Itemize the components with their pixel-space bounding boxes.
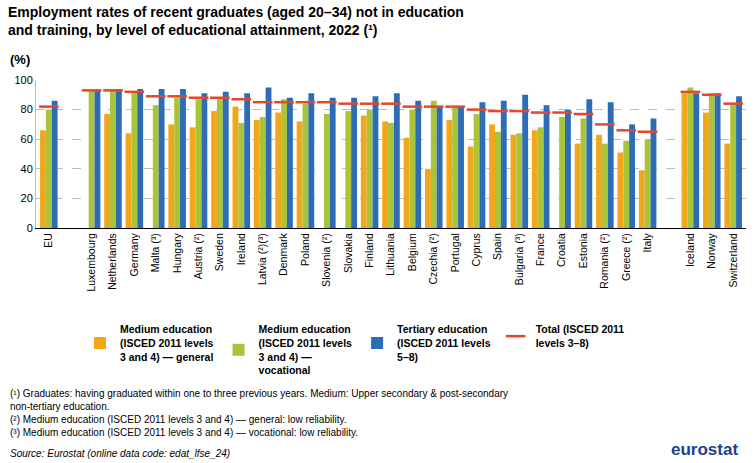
svg-text:Bulgaria (³): Bulgaria (³) [513, 233, 525, 285]
svg-text:60: 60 [21, 133, 33, 145]
svg-text:Spain: Spain [491, 233, 503, 260]
svg-text:Finland: Finland [363, 233, 375, 268]
svg-text:Total (ISCED 2011levels 3–8): Total (ISCED 2011levels 3–8) [536, 323, 625, 349]
svg-text:20: 20 [21, 192, 33, 204]
svg-text:Tertiary education(ISCED 2011: Tertiary education(ISCED 2011 levels5–8) [397, 323, 491, 362]
svg-text:Source: Eurostat (online data: Source: Eurostat (online data code: edat… [10, 448, 230, 459]
svg-text:Austria (²): Austria (²) [192, 233, 204, 279]
svg-text:Medium education(ISCED 2011 le: Medium education(ISCED 2011 levels3 and … [259, 323, 353, 376]
svg-text:Romania (²): Romania (²) [598, 233, 610, 288]
svg-text:(¹) Graduates: having graduate: (¹) Graduates: having graduated within o… [10, 388, 508, 399]
svg-text:Czechia (²): Czechia (²) [427, 233, 439, 284]
svg-text:Greece (²): Greece (²) [620, 233, 632, 281]
svg-text:Slovenia (²): Slovenia (²) [320, 233, 332, 287]
svg-text:Portugal: Portugal [449, 233, 461, 272]
svg-text:Estonia: Estonia [577, 233, 589, 268]
svg-text:Iceland: Iceland [684, 233, 696, 267]
svg-text:Medium education(ISCED 2011 le: Medium education(ISCED 2011 levels3 and … [120, 323, 214, 362]
svg-text:100: 100 [14, 74, 32, 86]
svg-text:Cyprus: Cyprus [470, 233, 482, 266]
svg-text:0: 0 [27, 222, 33, 234]
svg-text:France: France [534, 233, 546, 266]
svg-text:EU: EU [42, 233, 54, 248]
svg-text:Slovakia: Slovakia [342, 233, 354, 273]
svg-text:Netherlands: Netherlands [106, 233, 118, 290]
svg-text:Italy: Italy [641, 232, 653, 252]
svg-text:Norway: Norway [705, 232, 717, 268]
svg-text:Switzerland: Switzerland [727, 233, 739, 287]
svg-text:40: 40 [21, 163, 33, 175]
svg-text:Croatia: Croatia [555, 233, 567, 267]
svg-text:Malta (³): Malta (³) [149, 233, 161, 272]
svg-text:Belgium: Belgium [406, 233, 418, 271]
svg-text:80: 80 [21, 103, 33, 115]
svg-text:Germany: Germany [128, 232, 140, 276]
svg-text:Denmark: Denmark [277, 232, 289, 275]
svg-text:(³) Medium education (ISCED 20: (³) Medium education (ISCED 2011 levels … [10, 427, 358, 438]
svg-text:Hungary: Hungary [171, 232, 183, 272]
svg-text:eurostat: eurostat [671, 440, 738, 459]
svg-text:Ireland: Ireland [235, 233, 247, 265]
svg-text:non-tertiary education.: non-tertiary education. [10, 401, 110, 412]
svg-text:Sweden: Sweden [213, 233, 225, 271]
svg-text:Luxembourg: Luxembourg [85, 233, 97, 292]
svg-text:Lithuania: Lithuania [384, 233, 396, 276]
svg-text:Latvia (²)(³): Latvia (²)(³) [256, 233, 268, 285]
svg-text:(%): (%) [10, 52, 30, 67]
svg-text:(²) Medium education (ISCED 20: (²) Medium education (ISCED 2011 levels … [10, 414, 346, 425]
svg-text:Employment rates of recent gra: Employment rates of recent graduates (ag… [8, 4, 464, 38]
svg-text:Poland: Poland [299, 233, 311, 266]
